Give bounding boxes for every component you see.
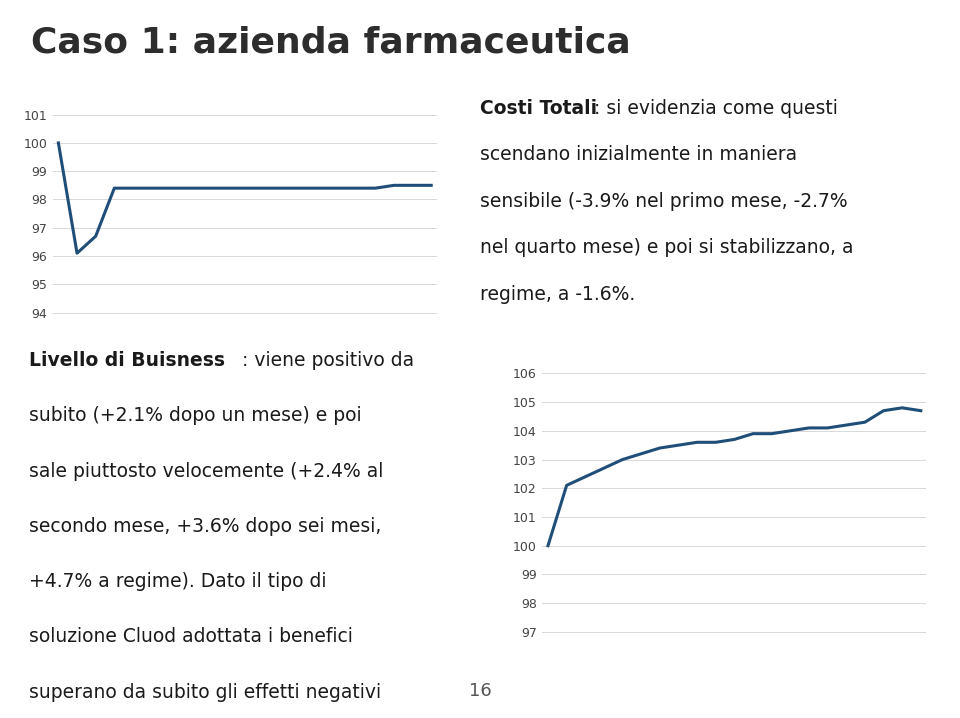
Text: secondo mese, +3.6% dopo sei mesi,: secondo mese, +3.6% dopo sei mesi, [29,517,381,536]
Text: sensibile (-3.9% nel primo mese, -2.7%: sensibile (-3.9% nel primo mese, -2.7% [480,192,848,210]
Text: Costi Totali: Costi Totali [480,98,597,118]
Text: nel quarto mese) e poi si stabilizzano, a: nel quarto mese) e poi si stabilizzano, … [480,238,853,257]
Text: superano da subito gli effetti negativi: superano da subito gli effetti negativi [29,683,381,701]
Text: soluzione Cluod adottata i benefici: soluzione Cluod adottata i benefici [29,628,352,646]
Text: : si evidenzia come questi: : si evidenzia come questi [594,98,838,118]
Text: : viene positivo da: : viene positivo da [242,351,415,370]
Text: 16: 16 [468,682,492,700]
Text: sale piuttosto velocemente (+2.4% al: sale piuttosto velocemente (+2.4% al [29,462,383,480]
Text: regime, a -1.6%.: regime, a -1.6%. [480,284,636,304]
Text: subito (+2.1% dopo un mese) e poi: subito (+2.1% dopo un mese) e poi [29,406,361,425]
Text: Caso 1: azienda farmaceutica: Caso 1: azienda farmaceutica [31,25,631,59]
Text: +4.7% a regime). Dato il tipo di: +4.7% a regime). Dato il tipo di [29,572,326,591]
Text: scendano inizialmente in maniera: scendano inizialmente in maniera [480,145,797,164]
Text: Livello di Buisness: Livello di Buisness [29,351,225,370]
